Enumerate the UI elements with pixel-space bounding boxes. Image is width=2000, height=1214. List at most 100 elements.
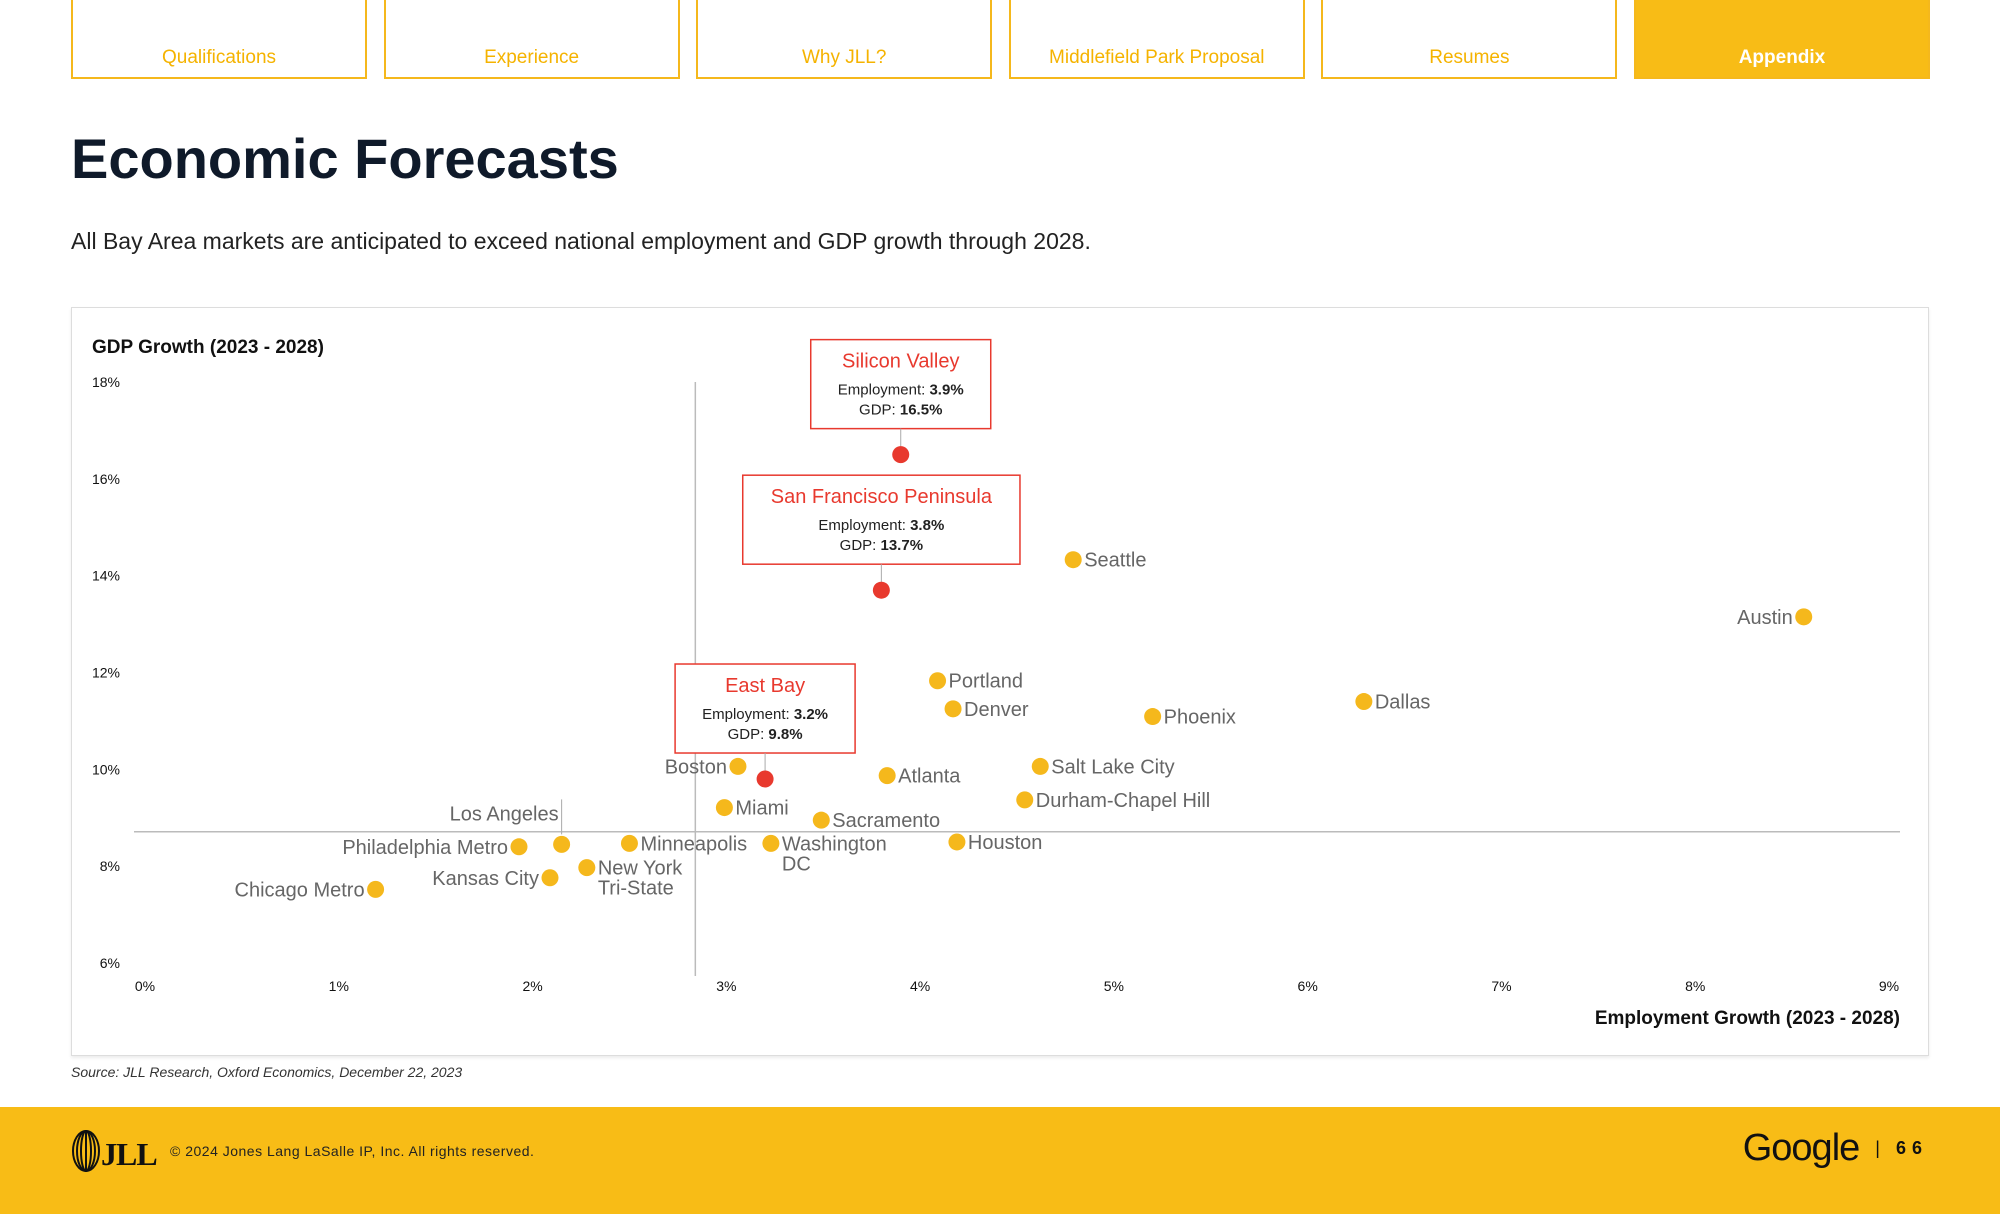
data-point <box>729 757 747 775</box>
data-label: Dallas <box>1375 692 1431 714</box>
callout-box <box>809 338 992 430</box>
data-label: Miami <box>735 798 788 820</box>
data-label: Portland <box>949 671 1024 693</box>
data-label: Salt Lake City <box>1051 756 1174 778</box>
data-point <box>929 672 947 690</box>
data-point <box>1064 551 1082 569</box>
tab-appendix[interactable]: Appendix <box>1633 0 1930 79</box>
tab-qualifications[interactable]: Qualifications <box>71 0 367 79</box>
data-label: Denver <box>964 699 1029 721</box>
callout-employment: Employment: 3.9% <box>838 382 964 399</box>
x-tick-label: 8% <box>1685 978 1705 994</box>
tab-label: Qualifications <box>161 47 277 68</box>
data-label: Washington <box>782 833 887 855</box>
data-label: Durham-Chapel Hill <box>1036 790 1211 812</box>
data-point <box>510 838 528 856</box>
tab-middlefield-park-proposal[interactable]: Middlefield Park Proposal <box>1008 0 1305 79</box>
tab-label: Resumes <box>1429 47 1510 68</box>
data-point <box>812 811 830 829</box>
x-tick-label: 7% <box>1491 978 1511 994</box>
data-point <box>367 880 385 898</box>
section-tabs: Qualifications Experience Why JLL? Middl… <box>71 0 1930 79</box>
footer: JLL © 2024 Jones Lang LaSalle IP, Inc. A… <box>0 1107 2000 1214</box>
data-label: Atlanta <box>898 766 961 788</box>
data-point <box>541 869 559 887</box>
data-label: Kansas City <box>432 868 539 890</box>
x-axis-title: Employment Growth (2023 - 2028) <box>1595 1008 1900 1029</box>
data-label: Tri-State <box>598 878 674 900</box>
chart-canvas: GDP Growth (2023 - 2028) Employment Growt… <box>92 337 1900 1029</box>
callout-employment: Employment: 3.2% <box>702 706 828 723</box>
data-point <box>1031 757 1049 775</box>
x-tick-label: 2% <box>522 978 542 994</box>
callout-gdp: GDP: 13.7% <box>840 537 923 554</box>
data-label: Philadelphia Metro <box>342 837 508 859</box>
x-tick-label: 6% <box>1298 978 1318 994</box>
data-point <box>620 834 638 852</box>
data-point <box>1795 608 1813 626</box>
data-point <box>944 700 962 718</box>
data-label: DC <box>782 853 811 875</box>
callout-title: San Francisco Peninsula <box>771 486 993 508</box>
data-label: New York <box>598 858 683 880</box>
data-point <box>1144 708 1162 726</box>
callout-title: Silicon Valley <box>842 351 959 373</box>
tab-label: Why JLL? <box>801 47 887 68</box>
copyright: © 2024 Jones Lang LaSalle IP, Inc. All r… <box>170 1143 535 1159</box>
data-label: Chicago Metro <box>235 879 365 901</box>
page-subtitle: All Bay Area markets are anticipated to … <box>71 228 1091 254</box>
x-tick-label: 1% <box>329 978 349 994</box>
data-point <box>553 835 571 853</box>
jll-logo: JLL <box>71 1129 166 1173</box>
data-point <box>1016 791 1034 809</box>
tab-label: Middlefield Park Proposal <box>1049 47 1265 68</box>
y-tick-label: 16% <box>92 471 120 487</box>
x-tick-label: 3% <box>716 978 736 994</box>
tab-resumes[interactable]: Resumes <box>1321 0 1618 79</box>
scatter-chart: GDP Growth (2023 - 2028) Employment Growt… <box>71 307 1929 1056</box>
callout-employment: Employment: 3.8% <box>818 517 944 534</box>
source-note: Source: JLL Research, Oxford Economics, … <box>71 1064 463 1080</box>
highlighted-data-point <box>872 581 890 599</box>
svg-text:JLL: JLL <box>101 1136 157 1172</box>
separator: | <box>1875 1138 1880 1158</box>
tab-experience[interactable]: Experience <box>383 0 680 79</box>
y-tick-label: 14% <box>92 568 120 584</box>
highlighted-data-point <box>756 770 774 788</box>
google-logo: Google <box>1742 1127 1861 1169</box>
x-tick-label: 5% <box>1104 978 1124 994</box>
data-point <box>762 834 780 852</box>
page-number: 66 <box>1895 1138 1928 1158</box>
y-tick-label: 6% <box>100 955 120 971</box>
callout-box <box>674 663 856 754</box>
data-label: Austin <box>1737 607 1793 629</box>
x-tick-label: 4% <box>910 978 930 994</box>
callout-gdp: GDP: 9.8% <box>728 726 803 743</box>
data-label: Phoenix <box>1164 707 1236 729</box>
callout-gdp: GDP: 16.5% <box>859 402 942 419</box>
jll-logo-icon: JLL <box>72 1130 158 1172</box>
x-tick-label: 0% <box>135 978 155 994</box>
data-point <box>578 859 596 877</box>
tab-label: Appendix <box>1738 47 1826 68</box>
data-label: Houston <box>968 832 1043 854</box>
callout-title: East Bay <box>725 675 805 697</box>
data-label: Boston <box>665 756 727 778</box>
tab-why-jll[interactable]: Why JLL? <box>696 0 993 79</box>
data-label: Sacramento <box>832 810 940 832</box>
callout-box <box>741 474 1021 565</box>
y-tick-label: 12% <box>92 665 120 681</box>
y-tick-label: 10% <box>92 761 120 777</box>
client-brand: Google | 66 <box>1743 1127 1928 1170</box>
data-point <box>715 799 733 817</box>
y-tick-label: 18% <box>92 374 120 390</box>
tab-label: Experience <box>484 47 580 68</box>
page-title: Economic Forecasts <box>71 127 619 190</box>
data-label: Minneapolis <box>640 833 747 855</box>
x-tick-label: 9% <box>1879 978 1899 994</box>
data-point <box>878 767 896 785</box>
data-label: Seattle <box>1084 550 1146 572</box>
highlighted-data-point <box>892 446 910 464</box>
y-axis-title: GDP Growth (2023 - 2028) <box>92 337 324 358</box>
data-label: Los Angeles <box>450 803 559 825</box>
